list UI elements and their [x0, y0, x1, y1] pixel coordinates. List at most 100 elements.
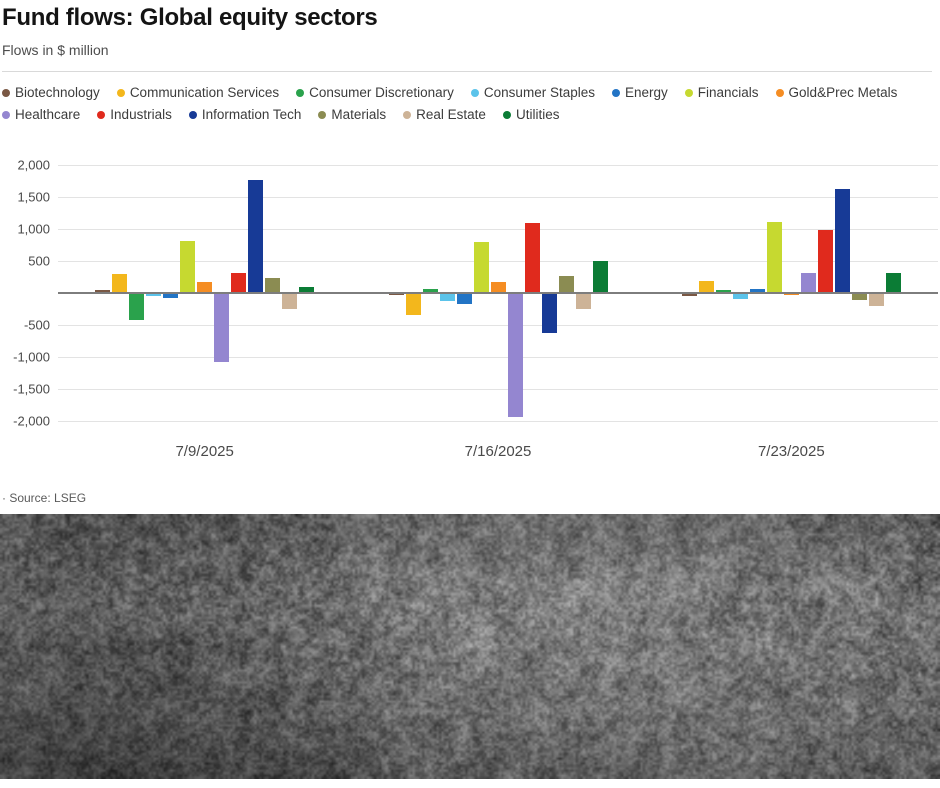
legend-swatch-icon — [2, 110, 10, 119]
surface-texture-photo — [0, 514, 940, 779]
bar-industrials-7-9-2025 — [231, 273, 246, 293]
x-axis-label: 7/23/2025 — [757, 443, 825, 460]
x-axis-label: 7/16/2025 — [464, 443, 532, 460]
chart-subtitle: Flows in $ million — [2, 42, 109, 58]
bar-consumer-staples-7-23-2025 — [733, 294, 748, 299]
bar-communication-services-7-23-2025 — [699, 281, 714, 293]
bar-utilities-7-23-2025 — [886, 273, 901, 293]
legend-swatch-icon — [502, 110, 511, 119]
legend-swatch-icon — [116, 88, 125, 97]
legend-swatch-icon — [470, 88, 479, 97]
legend-swatch-icon — [188, 110, 197, 119]
bar-consumer-staples-7-16-2025 — [440, 294, 455, 301]
bar-consumer-discretionary-7-16-2025 — [423, 289, 438, 293]
bar-real-estate-7-23-2025 — [869, 294, 884, 306]
chart-header: Fund flows: Global equity sectors Flows … — [0, 0, 940, 72]
legend-label: Financials — [697, 85, 759, 100]
bar-healthcare-7-16-2025 — [508, 294, 523, 417]
legend-label: Consumer Staples — [483, 85, 595, 100]
bar-biotechnology-7-9-2025 — [95, 290, 110, 293]
bar-biotechnology-7-23-2025 — [682, 294, 697, 296]
y-tick-label: 1,000 — [17, 221, 50, 237]
legend-item-financials: Financials — [684, 82, 759, 103]
bar-energy-7-23-2025 — [750, 289, 765, 293]
bar-information-tech-7-16-2025 — [542, 294, 557, 333]
gridline — [58, 421, 938, 422]
bar-financials-7-16-2025 — [474, 242, 489, 293]
gridline — [58, 389, 938, 390]
bar-materials-7-23-2025 — [852, 294, 867, 300]
legend-item-biotechnology: Biotechnology — [2, 82, 100, 103]
legend-item-communication-services: Communication Services — [116, 82, 280, 103]
y-tick-label: 500 — [28, 253, 50, 269]
bar-financials-7-23-2025 — [767, 222, 782, 293]
bar-utilities-7-16-2025 — [593, 261, 608, 293]
chart-title: Fund flows: Global equity sectors — [2, 4, 378, 31]
bar-information-tech-7-9-2025 — [248, 180, 263, 293]
legend-swatch-icon — [97, 110, 106, 119]
y-tick-label: -1,000 — [13, 349, 50, 365]
y-tick-label: 2,000 — [17, 157, 50, 173]
gridline — [58, 357, 938, 358]
bar-consumer-staples-7-9-2025 — [146, 294, 161, 296]
legend-label: Consumer Discretionary — [309, 85, 454, 100]
y-tick-label: -500 — [23, 317, 50, 333]
legend-swatch-icon — [318, 110, 327, 119]
bar-industrials-7-16-2025 — [525, 223, 540, 293]
legend-item-energy: Energy — [611, 82, 668, 103]
y-tick-label: -2,000 — [13, 413, 50, 429]
bar-gold-prec-metals-7-9-2025 — [197, 282, 212, 293]
gridline — [58, 229, 938, 230]
bar-real-estate-7-9-2025 — [282, 294, 297, 309]
bar-industrials-7-23-2025 — [818, 230, 833, 293]
bar-materials-7-16-2025 — [559, 276, 574, 293]
bar-utilities-7-9-2025 — [299, 287, 314, 293]
legend-swatch-icon — [403, 110, 412, 119]
legend-label: Healthcare — [15, 107, 81, 122]
legend-item-real-estate: Real Estate — [403, 104, 486, 125]
x-axis-label: 7/9/2025 — [175, 443, 234, 460]
zero-axis-line — [58, 292, 938, 294]
y-tick-label: 1,500 — [17, 189, 50, 205]
source-note: · Source: LSEG — [2, 491, 87, 505]
bar-consumer-discretionary-7-9-2025 — [129, 294, 144, 320]
bar-healthcare-7-23-2025 — [801, 273, 816, 293]
legend-item-utilities: Utilities — [502, 104, 560, 125]
legend-item-materials: Materials — [318, 104, 386, 125]
legend-label: Energy — [624, 85, 668, 100]
bar-information-tech-7-23-2025 — [835, 189, 850, 293]
gridline — [58, 165, 938, 166]
bar-gold-prec-metals-7-16-2025 — [491, 282, 506, 293]
bar-communication-services-7-9-2025 — [112, 274, 127, 293]
legend-item-healthcare: Healthcare — [2, 104, 80, 125]
bar-energy-7-16-2025 — [457, 294, 472, 304]
legend-item-information-tech: Information Tech — [188, 104, 301, 125]
bar-gold-prec-metals-7-23-2025 — [784, 294, 799, 295]
legend-label: Utilities — [515, 107, 560, 122]
chart-legend: Biotechnology Communication Services Consu… — [0, 72, 940, 125]
header-divider — [2, 71, 932, 72]
y-tick-label: -1,500 — [13, 381, 50, 397]
legend-item-gold-prec-metals: Gold&Prec Metals — [775, 82, 897, 103]
legend-swatch-icon — [296, 88, 305, 97]
bar-real-estate-7-16-2025 — [576, 294, 591, 309]
legend-swatch-icon — [775, 88, 784, 97]
photo-wrap — [0, 514, 940, 779]
bar-consumer-discretionary-7-23-2025 — [716, 290, 731, 293]
legend-swatch-icon — [684, 88, 693, 97]
gridline — [58, 197, 938, 198]
legend-label: Materials — [331, 107, 387, 122]
legend-label: Communication Services — [129, 85, 280, 100]
legend-label: Biotechnology — [15, 85, 100, 100]
legend-item-consumer-staples: Consumer Staples — [470, 82, 595, 103]
bar-financials-7-9-2025 — [180, 241, 195, 293]
gridline — [58, 261, 938, 262]
legend-swatch-icon — [2, 88, 10, 97]
bar-communication-services-7-16-2025 — [406, 294, 421, 315]
bar-energy-7-9-2025 — [163, 294, 178, 298]
bar-healthcare-7-9-2025 — [214, 294, 229, 362]
chart-area: 2,000 1,500 1,000 500 -500 -1,000 -1,500 -2,000… — [0, 155, 940, 465]
bar-biotechnology-7-16-2025 — [389, 294, 404, 295]
plot-area — [58, 155, 938, 435]
legend-swatch-icon — [611, 88, 620, 97]
